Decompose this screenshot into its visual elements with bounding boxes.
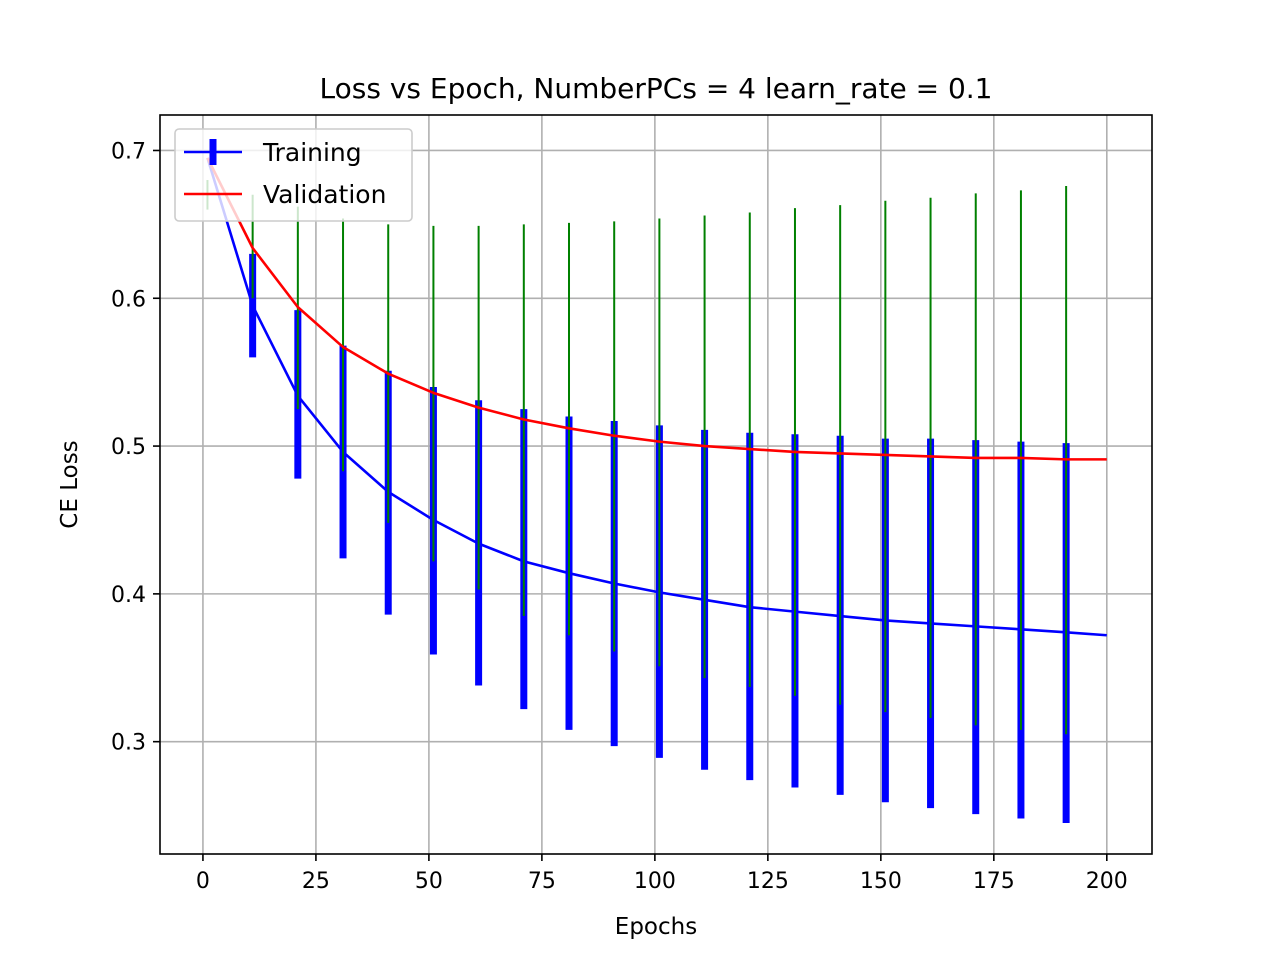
x-tick-label: 75 — [528, 869, 556, 894]
chart-title: Loss vs Epoch, NumberPCs = 4 learn_rate … — [320, 72, 993, 105]
x-tick-label: 100 — [634, 869, 676, 894]
x-tick-label: 175 — [973, 869, 1015, 894]
legend-training-label: Training — [262, 138, 362, 167]
legend-validation-label: Validation — [263, 180, 386, 209]
x-tick-label: 0 — [196, 869, 210, 894]
y-tick-label: 0.7 — [111, 139, 146, 164]
x-tick-label: 125 — [747, 869, 789, 894]
x-tick-label: 150 — [860, 869, 902, 894]
y-axis-label: CE Loss — [57, 440, 83, 528]
y-tick-label: 0.6 — [111, 287, 146, 312]
x-tick-label: 50 — [415, 869, 443, 894]
plot-series — [206, 157, 1107, 823]
y-tick-label: 0.3 — [111, 731, 146, 756]
legend: Training Validation — [174, 128, 413, 222]
x-axis-label: Epochs — [615, 914, 697, 940]
plot-frame — [159, 114, 1153, 855]
y-tick-label: 0.4 — [111, 583, 146, 608]
y-tick-label: 0.5 — [111, 435, 146, 460]
validation-line — [206, 157, 1107, 461]
x-tick-label: 25 — [302, 869, 330, 894]
x-tick-label: 200 — [1086, 869, 1128, 894]
axis-ticks: 0 25 50 75 100 125 150 175 200 0.3 0.4 0.5 0.6 0.7 — [111, 139, 1128, 894]
